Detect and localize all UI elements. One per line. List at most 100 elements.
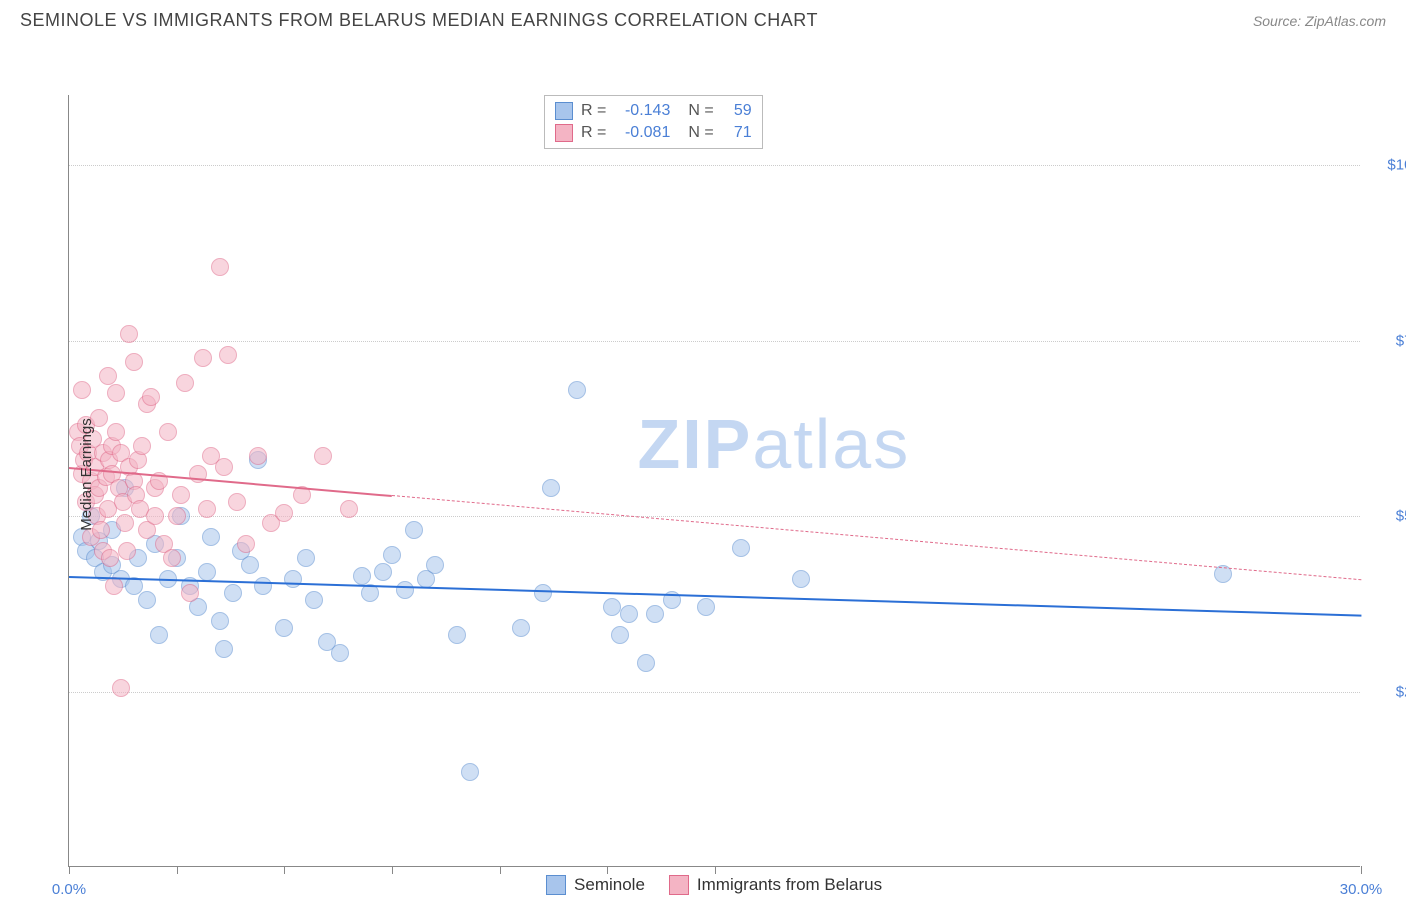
y-axis-title: Median Earnings bbox=[78, 418, 95, 531]
plot-area: $25,000$50,000$75,000$100,0000.0%30.0%ZI… bbox=[68, 95, 1360, 867]
data-point-seminole bbox=[426, 556, 444, 574]
data-point-belarus bbox=[133, 437, 151, 455]
chart-title: SEMINOLE VS IMMIGRANTS FROM BELARUS MEDI… bbox=[20, 10, 818, 31]
data-point-belarus bbox=[73, 381, 91, 399]
stat-r-value: -0.143 bbox=[614, 102, 670, 120]
data-point-seminole bbox=[603, 598, 621, 616]
x-axis-label: 30.0% bbox=[1340, 881, 1383, 898]
data-point-seminole bbox=[405, 521, 423, 539]
gridline bbox=[69, 165, 1360, 166]
data-point-belarus bbox=[163, 549, 181, 567]
chart-header: SEMINOLE VS IMMIGRANTS FROM BELARUS MEDI… bbox=[0, 0, 1406, 39]
data-point-belarus bbox=[101, 549, 119, 567]
data-point-belarus bbox=[107, 384, 125, 402]
data-point-belarus bbox=[159, 423, 177, 441]
data-point-belarus bbox=[125, 353, 143, 371]
data-point-belarus bbox=[120, 325, 138, 343]
data-point-seminole bbox=[202, 528, 220, 546]
y-tick-label: $25,000 bbox=[1370, 683, 1406, 700]
gridline bbox=[69, 692, 1360, 693]
x-axis-label: 0.0% bbox=[52, 881, 86, 898]
data-point-seminole bbox=[512, 619, 530, 637]
stat-r-label: R = bbox=[581, 102, 606, 120]
data-point-seminole bbox=[542, 479, 560, 497]
legend: Seminole Immigrants from Belarus bbox=[546, 875, 882, 895]
x-tick bbox=[392, 866, 393, 874]
watermark: ZIPatlas bbox=[637, 404, 910, 484]
data-point-seminole bbox=[461, 763, 479, 781]
gridline bbox=[69, 341, 1360, 342]
stats-row-belarus: R = -0.081 N = 71 bbox=[555, 122, 752, 144]
data-point-belarus bbox=[215, 458, 233, 476]
data-point-belarus bbox=[92, 521, 110, 539]
y-tick-label: $75,000 bbox=[1370, 332, 1406, 349]
data-point-seminole bbox=[254, 577, 272, 595]
legend-swatch-seminole bbox=[546, 875, 566, 895]
trend-line bbox=[392, 495, 1361, 580]
data-point-seminole bbox=[305, 591, 323, 609]
data-point-seminole bbox=[611, 626, 629, 644]
data-point-seminole bbox=[241, 556, 259, 574]
legend-label: Seminole bbox=[574, 875, 645, 895]
data-point-seminole bbox=[646, 605, 664, 623]
data-point-seminole bbox=[396, 581, 414, 599]
data-point-seminole bbox=[211, 612, 229, 630]
stat-n-value: 59 bbox=[722, 102, 752, 120]
legend-swatch-belarus bbox=[669, 875, 689, 895]
data-point-belarus bbox=[181, 584, 199, 602]
y-tick-label: $100,000 bbox=[1370, 157, 1406, 174]
x-tick bbox=[715, 866, 716, 874]
data-point-seminole bbox=[275, 619, 293, 637]
gridline bbox=[69, 516, 1360, 517]
data-point-belarus bbox=[116, 514, 134, 532]
x-tick bbox=[607, 866, 608, 874]
data-point-seminole bbox=[792, 570, 810, 588]
stats-row-seminole: R = -0.143 N = 59 bbox=[555, 100, 752, 122]
data-point-belarus bbox=[112, 679, 130, 697]
stat-r-label: R = bbox=[581, 124, 606, 142]
data-point-seminole bbox=[284, 570, 302, 588]
data-point-belarus bbox=[99, 367, 117, 385]
stat-n-value: 71 bbox=[722, 124, 752, 142]
data-point-seminole bbox=[138, 591, 156, 609]
swatch-seminole bbox=[555, 102, 573, 120]
x-tick bbox=[69, 866, 70, 874]
data-point-seminole bbox=[224, 584, 242, 602]
trend-line bbox=[69, 576, 1361, 617]
correlation-stats-box: R = -0.143 N = 59 R = -0.081 N = 71 bbox=[544, 95, 763, 149]
data-point-seminole bbox=[198, 563, 216, 581]
x-tick bbox=[500, 866, 501, 874]
data-point-seminole bbox=[568, 381, 586, 399]
data-point-belarus bbox=[194, 349, 212, 367]
swatch-belarus bbox=[555, 124, 573, 142]
data-point-seminole bbox=[331, 644, 349, 662]
data-point-belarus bbox=[211, 258, 229, 276]
legend-item-seminole: Seminole bbox=[546, 875, 645, 895]
y-tick-label: $50,000 bbox=[1370, 508, 1406, 525]
data-point-belarus bbox=[176, 374, 194, 392]
data-point-belarus bbox=[146, 507, 164, 525]
data-point-seminole bbox=[297, 549, 315, 567]
data-point-seminole bbox=[353, 567, 371, 585]
data-point-belarus bbox=[314, 447, 332, 465]
data-point-belarus bbox=[107, 423, 125, 441]
stat-n-label: N = bbox=[688, 102, 713, 120]
stat-r-value: -0.081 bbox=[614, 124, 670, 142]
legend-item-belarus: Immigrants from Belarus bbox=[669, 875, 882, 895]
data-point-belarus bbox=[249, 447, 267, 465]
data-point-seminole bbox=[383, 546, 401, 564]
data-point-belarus bbox=[275, 504, 293, 522]
data-point-belarus bbox=[228, 493, 246, 511]
data-point-seminole bbox=[637, 654, 655, 672]
stat-n-label: N = bbox=[688, 124, 713, 142]
data-point-belarus bbox=[198, 500, 216, 518]
data-point-belarus bbox=[237, 535, 255, 553]
data-point-seminole bbox=[620, 605, 638, 623]
data-point-seminole bbox=[732, 539, 750, 557]
legend-label: Immigrants from Belarus bbox=[697, 875, 882, 895]
data-point-seminole bbox=[448, 626, 466, 644]
data-point-seminole bbox=[150, 626, 168, 644]
data-point-belarus bbox=[105, 577, 123, 595]
data-point-seminole bbox=[697, 598, 715, 616]
data-point-belarus bbox=[142, 388, 160, 406]
